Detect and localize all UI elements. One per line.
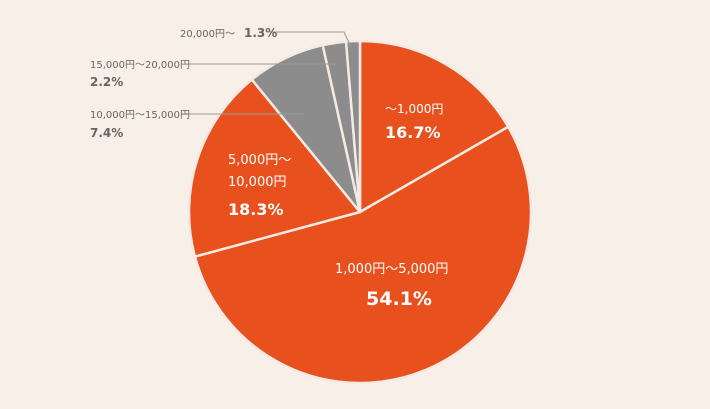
leader-line-slice-5 (270, 31, 352, 48)
slice-4-category-label: 15,000円〜20,000円 (90, 60, 190, 71)
pie-slice-5 (344, 39, 362, 214)
slice-2-percent-label: 18.3% (228, 200, 284, 219)
slice-3-category-label: 10,000円〜15,000円 (90, 110, 190, 121)
slices-group (187, 39, 533, 385)
slice-2-category-label: 5,000円〜 (228, 153, 291, 168)
slice-4-percent-label: 2.2% (90, 75, 123, 89)
pie-slice-0 (358, 39, 510, 214)
slice-5-category-label: 20,000円〜 (180, 29, 235, 40)
slice-3-percent-label: 7.4% (90, 126, 123, 140)
slice-1-percent-label: 54.1% (366, 288, 432, 310)
pie-slice-1 (193, 125, 533, 385)
slice-0-percent-label: 16.7% (385, 123, 441, 142)
slice-1-category-label: 1,000円〜5,000円 (335, 262, 448, 277)
leader-lines-group (182, 31, 352, 115)
pie-slice-2 (187, 78, 362, 258)
slice-2-category-label-line2: 10,000円 (228, 175, 287, 190)
slice-0-category-label: 〜1,000円 (385, 102, 443, 116)
slice-5-percent-label: 1.3% (244, 26, 277, 40)
